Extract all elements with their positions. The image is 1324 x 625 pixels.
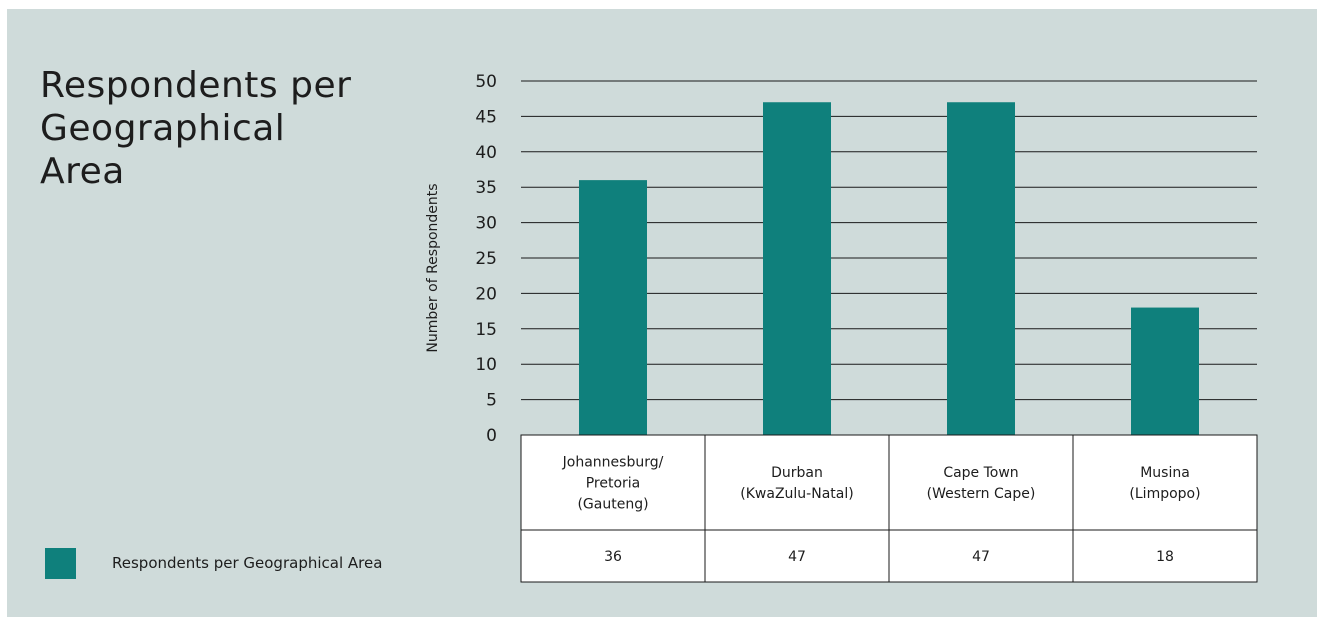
y-tick-label: 15: [475, 320, 497, 340]
x-category-label: Johannesburg/: [562, 455, 664, 471]
data-table-value: 36: [604, 549, 622, 565]
data-table-value: 47: [788, 549, 806, 565]
x-category-label: Pretoria: [586, 476, 641, 492]
chart-title-line: Respondents per: [40, 65, 352, 106]
bar: [579, 180, 647, 435]
x-category-label: (Western Cape): [927, 486, 1036, 502]
chart-title-line: Geographical: [40, 108, 286, 149]
y-tick-label: 10: [475, 355, 497, 375]
x-category-label: Cape Town: [943, 465, 1018, 481]
y-tick-label: 50: [475, 72, 497, 92]
legend-swatch: [45, 547, 76, 579]
x-category-label: (KwaZulu-Natal): [740, 486, 853, 502]
data-table-value: 47: [972, 549, 990, 565]
y-tick-label: 35: [475, 178, 497, 198]
y-tick-label: 45: [475, 107, 497, 127]
y-tick-label: 0: [486, 426, 497, 446]
x-category-label: (Limpopo): [1129, 486, 1200, 502]
data-table-value: 18: [1156, 549, 1174, 565]
y-tick-label: 25: [475, 249, 497, 269]
y-tick-label: 5: [486, 391, 497, 411]
y-axis-label: Number of Respondents: [425, 183, 441, 352]
y-tick-label: 20: [475, 284, 497, 304]
y-tick-label: 30: [475, 214, 497, 234]
y-tick-label: 40: [475, 143, 497, 163]
bar: [947, 102, 1015, 436]
chart-title-line: Area: [40, 151, 125, 192]
x-category-label: Musina: [1140, 465, 1190, 481]
legend-label: Respondents per Geographical Area: [112, 554, 383, 572]
x-category-label: Durban: [771, 465, 823, 481]
legend: Respondents per Geographical Area: [45, 547, 382, 579]
x-category-label: (Gauteng): [577, 497, 648, 513]
bar: [1131, 307, 1199, 435]
chart-title: Respondents per Geographical Area: [40, 64, 380, 193]
bar: [763, 102, 831, 436]
